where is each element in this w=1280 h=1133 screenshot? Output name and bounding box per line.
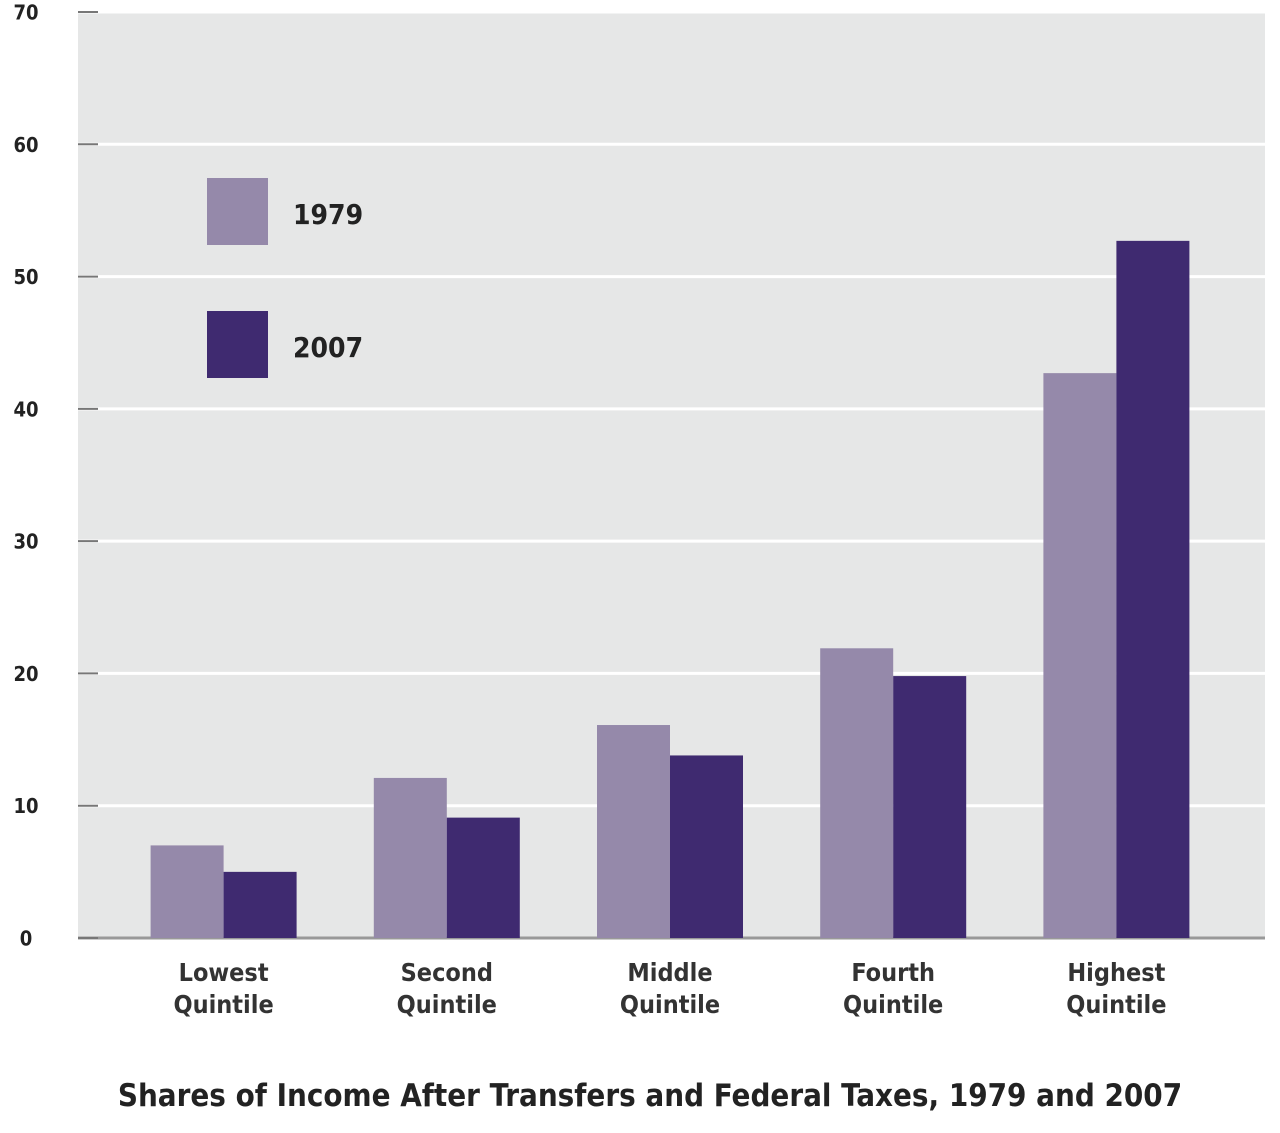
y-tick-label: 40 [13,397,38,421]
legend-label: 2007 [293,331,363,364]
bar [597,725,670,938]
chart-title: Shares of Income After Transfers and Fed… [117,1078,1183,1114]
y-tick-label: 60 [13,133,38,157]
y-tick-label: 10 [13,794,38,818]
x-tick-label: Second Quintile [396,958,497,1019]
bar [446,817,520,938]
y-tick-label: 30 [13,530,38,554]
bar [373,777,447,938]
x-tick-label: Lowest Quintile [173,958,274,1019]
x-tick-label: Fourth Quintile [843,958,944,1019]
x-tick-label: Highest Quintile [1066,958,1167,1019]
y-tick-label: 20 [13,662,38,686]
bar [150,845,224,938]
x-tick-label: Middle Quintile [619,958,721,1019]
y-tick-label: 0 [20,927,33,951]
bar [820,648,894,938]
legend-label: 1979 [293,198,363,231]
bar [893,676,967,938]
y-tick-label: 50 [13,265,38,289]
y-tick-label: 70 [13,1,38,25]
bar [223,871,297,938]
bar [670,755,743,938]
bar [1043,373,1117,938]
bar [1116,240,1190,939]
legend-swatch [207,178,268,245]
legend-swatch [207,311,268,378]
